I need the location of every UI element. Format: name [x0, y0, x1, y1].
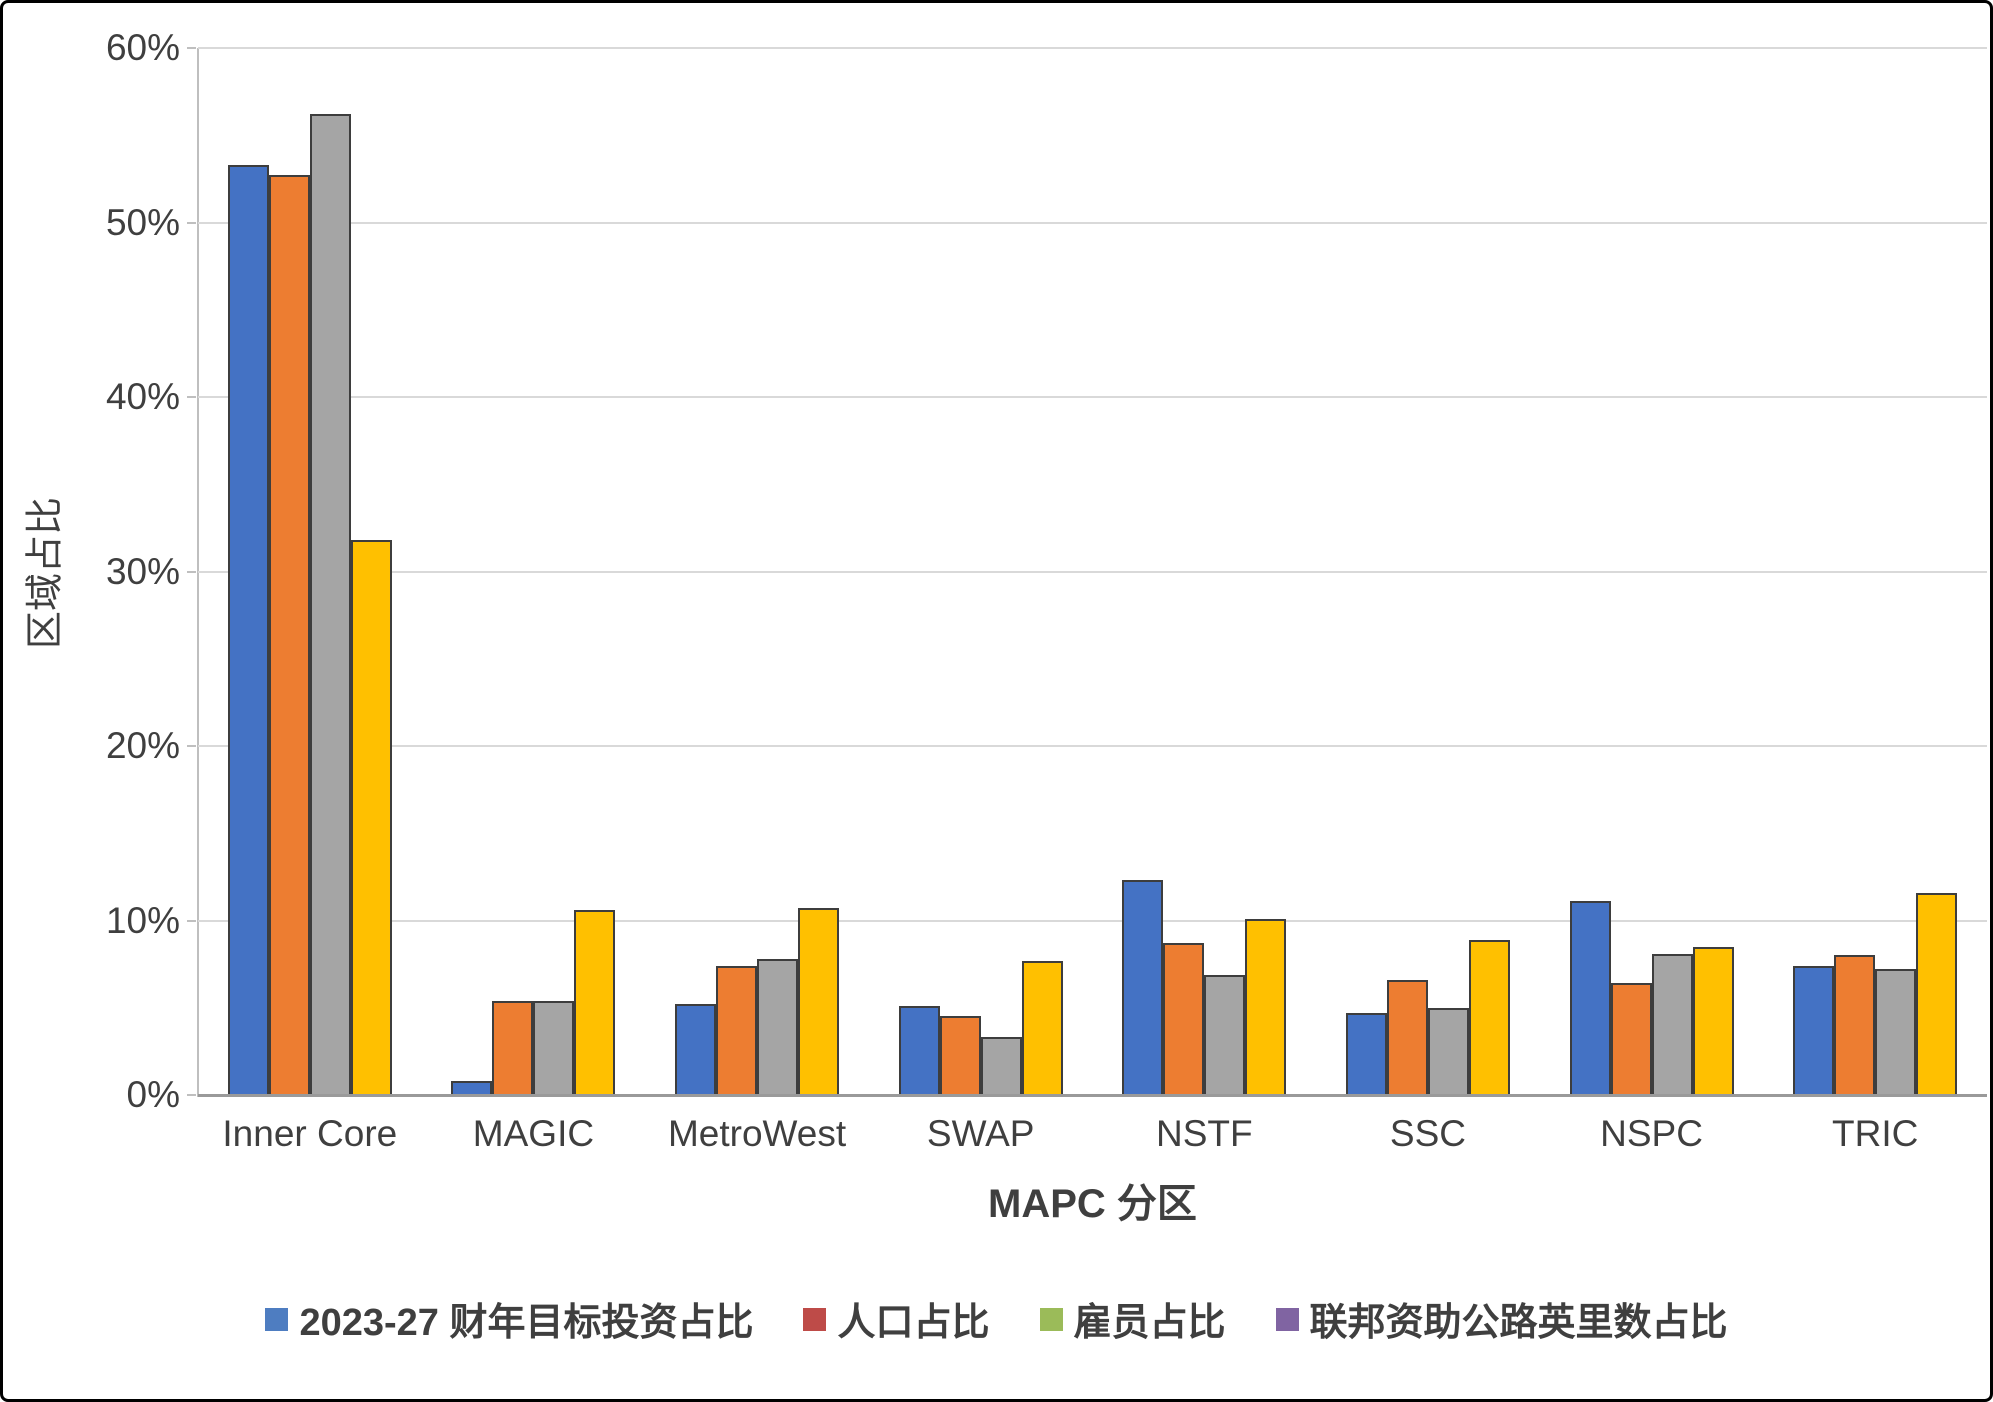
- bar-nstf-series-1: [1163, 943, 1205, 1095]
- legend-item-population: 人口占比: [803, 1291, 990, 1346]
- gridline-20: [198, 745, 1987, 747]
- bar-nstf-series-0: [1122, 880, 1164, 1095]
- bar-nstf-series-3: [1245, 918, 1287, 1095]
- x-axis-line: [198, 1094, 1987, 1097]
- gridline-40: [198, 396, 1987, 398]
- y-tick-mark: [187, 221, 196, 224]
- plot-area: [198, 47, 1987, 1097]
- bar-swap-series-3: [1021, 960, 1063, 1095]
- bar-ssc-series-2: [1427, 1007, 1469, 1095]
- bar-magic-series-1: [492, 1000, 534, 1095]
- legend-item-federal-aid-road-miles: 联邦资助公路英里数占比: [1275, 1291, 1728, 1346]
- bar-tric-series-2: [1875, 969, 1917, 1095]
- gridline-10: [198, 919, 1987, 922]
- legend-swatch-purple: [1275, 1308, 1299, 1331]
- x-category-label-metrowest: MetroWest: [667, 1113, 847, 1154]
- gridline-50: [198, 221, 1987, 224]
- x-category-label-inner-core: Inner Core: [222, 1113, 398, 1154]
- y-tick-mark: [187, 570, 196, 573]
- bar-inner-core-series-2: [309, 114, 351, 1095]
- gridline-60: [198, 47, 1987, 49]
- bar-magic-series-3: [574, 910, 616, 1095]
- y-tick-mark: [187, 47, 196, 49]
- legend-swatch-green: [1039, 1308, 1063, 1331]
- bar-metrowest-series-0: [675, 1004, 717, 1095]
- bar-inner-core-series-1: [268, 175, 310, 1095]
- y-tick-label-60pct: 60%: [105, 27, 180, 68]
- legend-label: 人口占比: [837, 1302, 990, 1344]
- legend-label: 2023-27 财年目标投资占比: [299, 1302, 754, 1344]
- y-tick-label-30pct: 30%: [105, 550, 180, 592]
- x-category-label-swap: SWAP: [926, 1113, 1035, 1154]
- bar-inner-core-series-0: [227, 164, 269, 1095]
- legend-label: 雇员占比: [1073, 1302, 1226, 1344]
- bar-nstf-series-2: [1204, 974, 1246, 1095]
- bar-swap-series-0: [898, 1006, 940, 1095]
- bar-nspc-series-1: [1610, 983, 1652, 1095]
- legend-swatch-red: [803, 1308, 827, 1331]
- x-category-label-ssc: SSC: [1389, 1113, 1466, 1154]
- bar-inner-core-series-3: [350, 540, 392, 1095]
- x-category-label-nspc: NSPC: [1600, 1113, 1703, 1154]
- y-tick-mark: [187, 919, 196, 922]
- legend-item-target-investment: 2023-27 财年目标投资占比: [265, 1291, 753, 1346]
- x-category-label-nstf: NSTF: [1156, 1113, 1253, 1154]
- bar-magic-series-0: [451, 1081, 493, 1095]
- y-tick-label-50pct: 50%: [105, 201, 180, 243]
- legend: 2023-27 财年目标投资占比 人口占比 雇员占比 联邦资助公路英里数占比: [3, 1291, 1990, 1346]
- y-tick-label-40pct: 40%: [105, 376, 180, 417]
- y-tick-label-10pct: 10%: [105, 899, 180, 941]
- y-tick-mark: [187, 396, 196, 398]
- bar-ssc-series-0: [1345, 1013, 1387, 1095]
- bar-nspc-series-2: [1651, 953, 1693, 1095]
- bar-tric-series-1: [1834, 955, 1876, 1095]
- legend-swatch-blue: [265, 1308, 289, 1331]
- bar-tric-series-3: [1916, 892, 1958, 1095]
- y-axis-line: [197, 48, 199, 1097]
- bar-magic-series-2: [533, 1000, 575, 1095]
- bar-metrowest-series-3: [798, 908, 840, 1095]
- bar-nspc-series-3: [1692, 946, 1734, 1095]
- y-tick-mark: [187, 745, 196, 747]
- legend-label: 联邦资助公路英里数占比: [1309, 1302, 1728, 1344]
- bar-nspc-series-0: [1569, 901, 1611, 1095]
- bar-ssc-series-3: [1468, 939, 1510, 1095]
- x-axis-title: MAPC 分区: [988, 1182, 1197, 1226]
- gridline-30: [198, 570, 1987, 573]
- y-tick-mark: [187, 1094, 196, 1096]
- bar-tric-series-0: [1793, 965, 1835, 1095]
- x-category-label-magic: MAGIC: [472, 1113, 595, 1154]
- x-category-label-tric: TRIC: [1832, 1113, 1919, 1154]
- y-tick-label-20pct: 20%: [105, 725, 180, 766]
- bar-metrowest-series-2: [757, 958, 799, 1095]
- legend-item-employees: 雇员占比: [1039, 1291, 1226, 1346]
- bar-metrowest-series-1: [716, 965, 758, 1095]
- bar-swap-series-2: [980, 1037, 1022, 1095]
- bar-swap-series-1: [939, 1016, 981, 1095]
- y-tick-label-0pct: 0%: [126, 1074, 180, 1115]
- bar-ssc-series-1: [1386, 979, 1428, 1095]
